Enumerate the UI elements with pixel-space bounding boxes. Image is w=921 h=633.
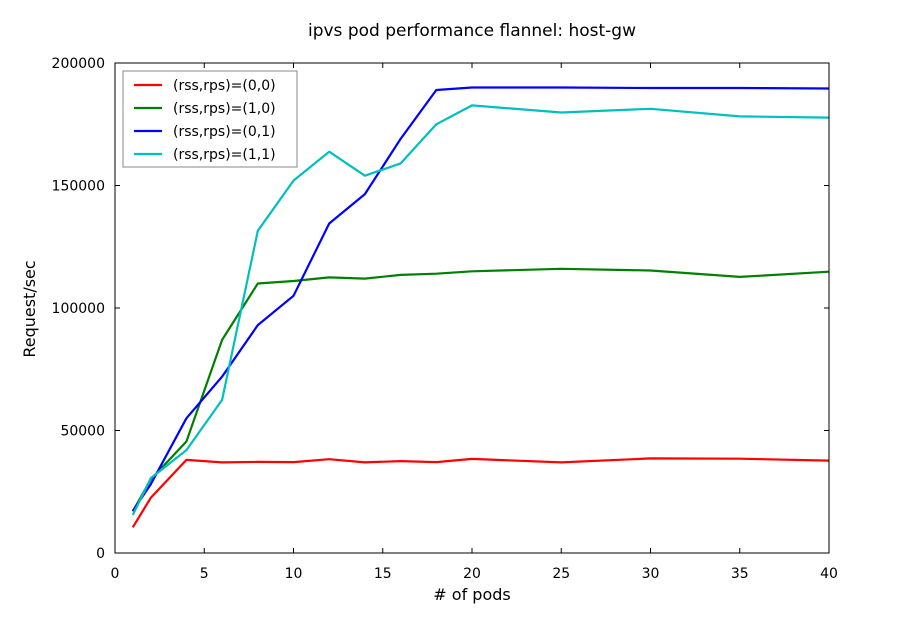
x-axis: 0 5 10 15 20 25 30 35 40 [111, 63, 838, 582]
x-tick-label: 0 [111, 566, 120, 582]
y-tick-label: 0 [96, 546, 105, 562]
legend-label-3: (rss,rps)=(1,1) [173, 147, 276, 163]
y-tick-label: 150000 [52, 179, 105, 195]
x-tick-label: 5 [200, 566, 209, 582]
plot-area [131, 86, 830, 528]
x-tick-label: 25 [552, 566, 570, 582]
y-tick-label: 200000 [52, 56, 105, 72]
series-line-2 [131, 86, 830, 512]
x-axis-label: # of pods [433, 585, 510, 604]
y-tick-label: 100000 [52, 301, 105, 317]
legend-label-1: (rss,rps)=(1,0) [173, 101, 276, 117]
x-tick-label: 40 [820, 566, 838, 582]
series-line-0 [131, 457, 830, 528]
legend-label-0: (rss,rps)=(0,0) [173, 78, 276, 94]
series-line-1 [131, 267, 830, 512]
legend-box [122, 70, 298, 168]
series-line-3 [131, 104, 830, 516]
x-tick-label: 10 [285, 566, 303, 582]
legend-label-2: (rss,rps)=(0,1) [173, 124, 276, 140]
x-tick-label: 30 [642, 566, 660, 582]
x-tick-label: 20 [463, 566, 481, 582]
y-tick-label: 50000 [60, 424, 105, 440]
legend: (rss,rps)=(0,0) (rss,rps)=(1,0) (rss,rps)=… [122, 70, 298, 168]
x-tick-label: 35 [731, 566, 749, 582]
chart-title: ipvs pod performance flannel: host-gw [308, 21, 636, 41]
x-tick-label: 15 [374, 566, 392, 582]
y-axis: 0 50000 100000 150000 200000 [52, 56, 829, 562]
y-axis-label: Request/sec [20, 260, 39, 357]
